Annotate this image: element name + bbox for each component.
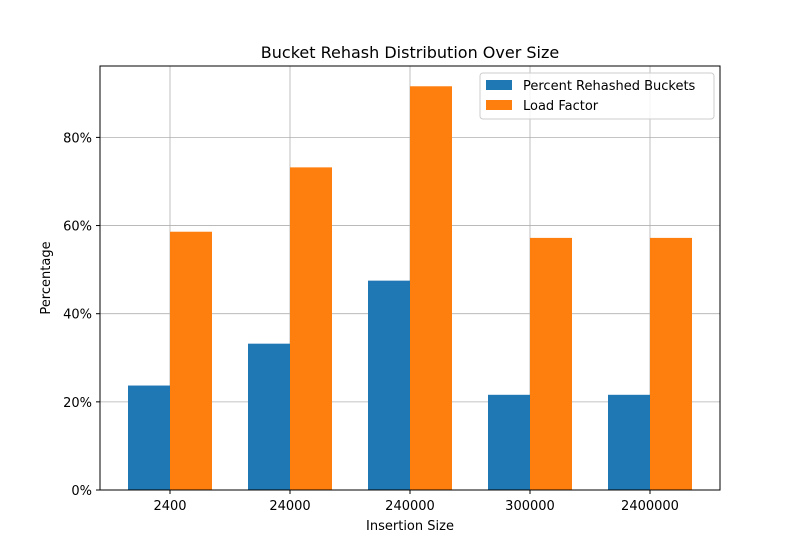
y-tick-label: 40% xyxy=(63,308,92,323)
bar-percent-rehashed xyxy=(488,394,530,490)
y-tick-label: 20% xyxy=(63,396,92,411)
bar-percent-rehashed xyxy=(368,280,410,490)
legend-box xyxy=(479,72,715,120)
bars xyxy=(128,86,692,491)
y-tick-label: 80% xyxy=(63,131,92,146)
bar-load-factor xyxy=(410,86,452,491)
bar-percent-rehashed xyxy=(128,385,170,490)
x-tick-label: 2400 xyxy=(153,499,186,514)
bar-percent-rehashed xyxy=(248,343,290,490)
bar-percent-rehashed xyxy=(608,394,650,490)
legend: Percent Rehashed Buckets Load Factor xyxy=(479,72,715,120)
bar-load-factor xyxy=(530,237,572,490)
x-axis-label: Insertion Size xyxy=(366,519,454,534)
y-axis-ticks: 0% 20% 40% 60% 80% xyxy=(63,131,100,499)
legend-swatch-percent-rehashed xyxy=(486,80,512,90)
x-axis-ticks: 2400 24000 240000 300000 2400000 xyxy=(153,490,679,514)
legend-swatch-load-factor xyxy=(486,100,512,110)
x-tick-label: 240000 xyxy=(385,499,435,514)
bar-load-factor xyxy=(290,167,332,491)
bar-load-factor xyxy=(650,237,692,490)
bar-load-factor xyxy=(170,231,212,490)
x-tick-label: 24000 xyxy=(269,499,310,514)
y-tick-label: 0% xyxy=(71,484,92,499)
legend-label-load-factor: Load Factor xyxy=(523,99,599,114)
legend-label-percent-rehashed: Percent Rehashed Buckets xyxy=(523,79,696,94)
chart-title: Bucket Rehash Distribution Over Size xyxy=(261,43,559,62)
x-tick-label: 300000 xyxy=(505,499,555,514)
y-tick-label: 60% xyxy=(63,220,92,235)
y-axis-label: Percentage xyxy=(39,241,54,314)
x-tick-label: 2400000 xyxy=(621,499,679,514)
